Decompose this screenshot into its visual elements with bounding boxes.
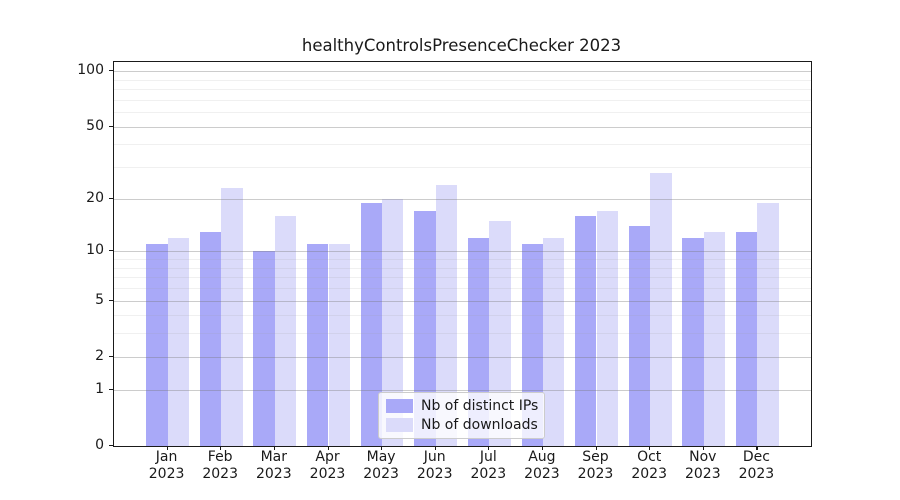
minor-gridline (114, 167, 811, 169)
minor-gridline (114, 144, 811, 146)
major-gridline (114, 251, 811, 253)
x-tick-label: May 2023 (363, 449, 399, 482)
bar-distinct-ips (307, 244, 329, 446)
plot-area (113, 61, 812, 447)
y-tick-mark (109, 125, 113, 127)
x-tick-mark (434, 446, 436, 450)
minor-gridline (114, 89, 811, 90)
x-tick-mark (273, 446, 275, 450)
legend: Nb of distinct IPs Nb of downloads (378, 392, 545, 439)
x-tick-label: Dec 2023 (738, 449, 775, 482)
legend-item-downloads: Nb of downloads (386, 417, 538, 433)
x-tick-mark (488, 446, 490, 450)
bar-downloads (435, 184, 458, 446)
y-tick-mark (109, 70, 113, 72)
major-gridline (114, 126, 811, 128)
y-tick-label: 1 (95, 380, 104, 397)
x-tick-mark (381, 446, 383, 450)
major-gridline (114, 300, 811, 302)
bar-distinct-ips (682, 237, 704, 446)
bar-downloads (757, 202, 779, 446)
minor-gridline (114, 79, 811, 81)
minor-gridline (114, 277, 811, 279)
major-gridline (114, 198, 811, 200)
bar-distinct-ips (575, 215, 597, 446)
x-tick-label: Nov 2023 (684, 449, 721, 482)
minor-gridline (114, 259, 811, 260)
major-gridline (114, 71, 811, 73)
legend-label-downloads: Nb of downloads (421, 417, 538, 433)
minor-gridline (114, 333, 811, 335)
legend-swatch-distinct-ips-icon (386, 399, 413, 413)
bar-downloads (167, 237, 189, 446)
bar-downloads (489, 220, 511, 446)
y-tick-mark (109, 250, 113, 252)
minor-gridline (114, 287, 811, 289)
x-tick-mark (595, 446, 597, 450)
bar-distinct-ips (253, 251, 275, 446)
y-tick-label: 5 (95, 291, 104, 308)
chart-title: healthyControlsPresenceChecker 2023 (301, 36, 622, 55)
bar-distinct-ips (360, 202, 382, 446)
x-tick-mark (649, 446, 651, 450)
bar-distinct-ips (735, 231, 758, 446)
y-tick-label: 2 (95, 347, 104, 364)
minor-gridline (114, 99, 811, 101)
bar-downloads (221, 187, 243, 446)
legend-label-distinct-ips: Nb of distinct IPs (421, 398, 539, 414)
bar-distinct-ips (199, 231, 222, 446)
bar-downloads (328, 244, 350, 446)
bar-downloads (274, 215, 297, 446)
y-tick-label: 50 (86, 117, 104, 134)
bar-downloads (703, 231, 726, 446)
x-tick-label: Feb 2023 (202, 449, 238, 482)
x-tick-label: Sep 2023 (577, 449, 614, 482)
x-tick-label: Oct 2023 (631, 449, 667, 482)
x-tick-label: Jul 2023 (470, 449, 507, 482)
minor-gridline (114, 267, 811, 269)
minor-gridline (114, 315, 811, 317)
legend-swatch-downloads-icon (386, 418, 413, 432)
bar-downloads (382, 198, 404, 446)
x-tick-mark (166, 446, 168, 450)
x-tick-mark (756, 446, 758, 450)
y-tick-mark (109, 197, 113, 199)
y-tick-mark (109, 355, 113, 357)
x-tick-mark (327, 446, 329, 450)
y-tick-mark (109, 445, 113, 447)
bar-distinct-ips (146, 244, 168, 446)
y-tick-label: 100 (77, 62, 104, 79)
major-gridline (114, 389, 811, 391)
y-tick-mark (109, 388, 113, 390)
y-tick-label: 0 (95, 437, 104, 453)
major-gridline (114, 356, 811, 358)
legend-item-distinct-ips: Nb of distinct IPs (386, 398, 539, 414)
y-tick-label: 10 (86, 242, 104, 259)
y-tick-mark (109, 299, 113, 301)
x-tick-mark (220, 446, 222, 450)
bar-downloads (596, 211, 618, 446)
x-tick-mark (702, 446, 704, 450)
bar-downloads (650, 172, 672, 446)
bar-downloads (542, 237, 565, 446)
x-tick-label: Jun 2023 (416, 449, 453, 482)
bar-distinct-ips (414, 211, 436, 446)
x-tick-label: Apr 2023 (309, 449, 346, 482)
y-tick-label: 20 (86, 189, 104, 206)
x-tick-label: Jan 2023 (148, 449, 185, 482)
x-tick-label: Mar 2023 (255, 449, 292, 482)
x-tick-mark (541, 446, 544, 450)
minor-gridline (114, 112, 811, 114)
x-tick-label: Aug 2023 (524, 449, 560, 482)
bar-distinct-ips (628, 226, 651, 446)
